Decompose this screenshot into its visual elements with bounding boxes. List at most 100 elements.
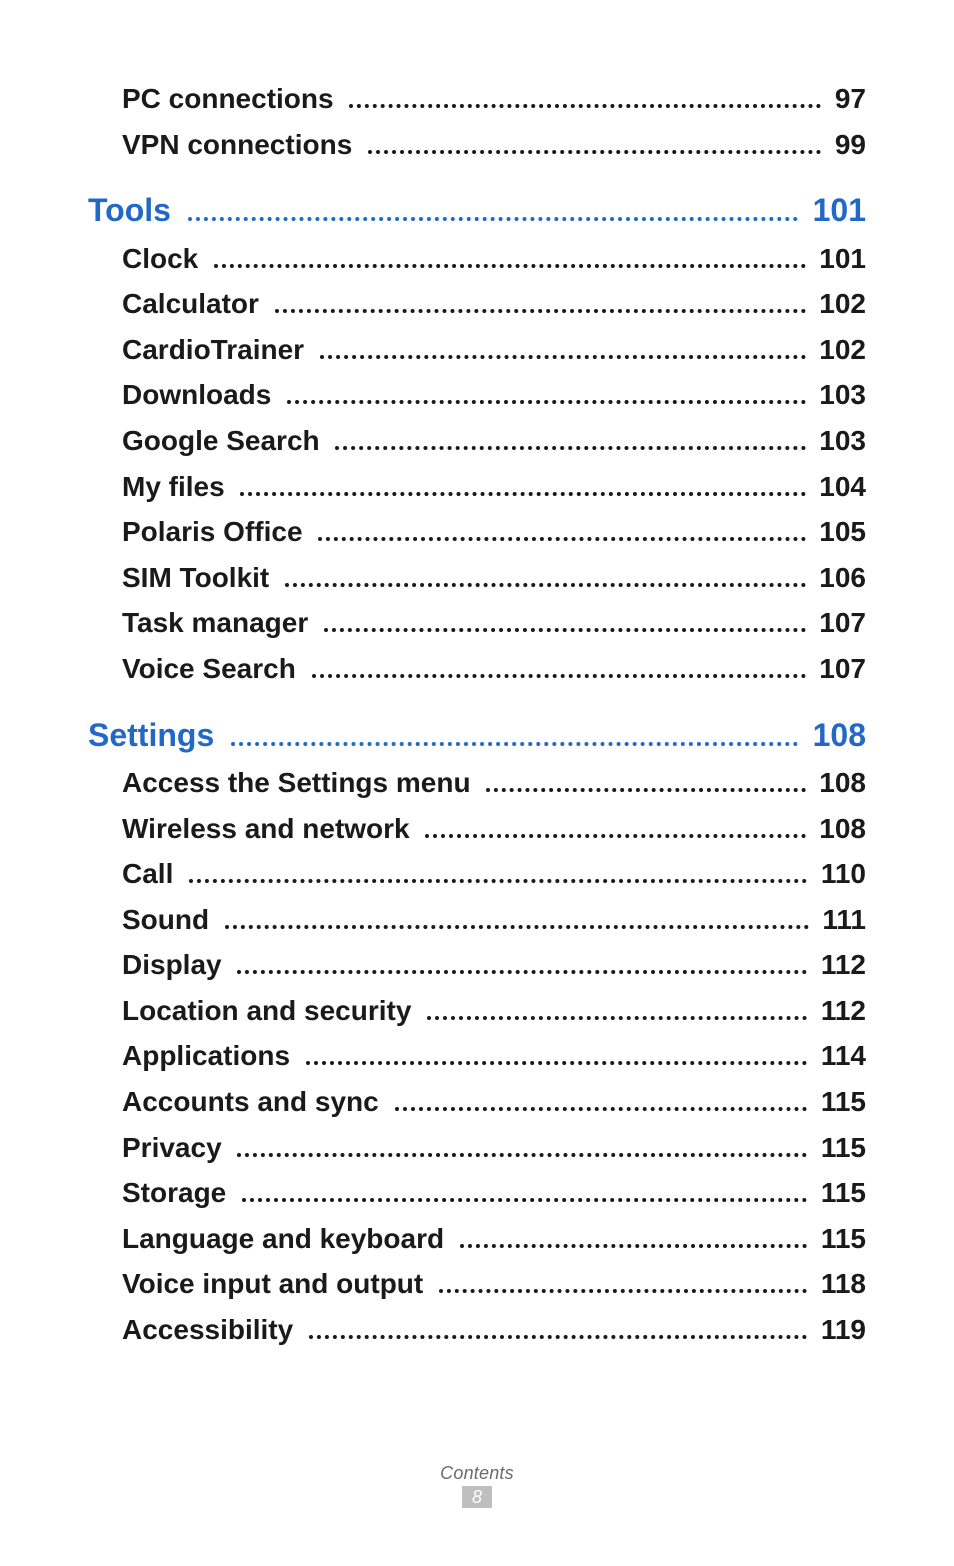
toc-entry-page: 112: [813, 948, 866, 982]
toc-subitem[interactable]: Downloads 103: [88, 378, 866, 412]
toc-subitem[interactable]: Google Search 103: [88, 424, 866, 458]
toc-entry-label: PC connections: [122, 82, 341, 116]
toc-subitem[interactable]: CardioTrainer 102: [88, 333, 866, 367]
toc-entry-label: Clock: [122, 242, 206, 276]
page-footer: Contents 8: [0, 1463, 954, 1508]
toc-entry-label: Accessibility: [122, 1313, 301, 1347]
toc-subitem[interactable]: Privacy 115: [88, 1131, 866, 1165]
toc-entry-label: Downloads: [122, 378, 279, 412]
toc-section[interactable]: Tools 101: [88, 191, 866, 229]
toc-leader-dots: [214, 247, 805, 267]
toc-entry-page: 107: [812, 652, 867, 686]
toc-subitem[interactable]: Wireless and network 108: [88, 812, 866, 846]
toc-subitem[interactable]: Sound 111: [88, 903, 866, 937]
toc-entry-page: 102: [812, 287, 867, 321]
toc-entry-page: 108: [812, 812, 867, 846]
toc-leader-dots: [312, 658, 806, 678]
toc-subitem[interactable]: Call 110: [88, 857, 866, 891]
toc-subitem[interactable]: Access the Settings menu 108: [88, 766, 866, 800]
toc-entry-label: VPN connections: [122, 128, 360, 162]
toc-subitem[interactable]: Accounts and sync 115: [88, 1085, 866, 1119]
toc-leader-dots: [439, 1273, 807, 1293]
toc-entry-page: 97: [827, 82, 866, 116]
toc-entry-page: 105: [812, 515, 867, 549]
toc-entry-page: 99: [827, 128, 866, 162]
toc-subitem[interactable]: Display 112: [88, 948, 866, 982]
toc-entry-label: Tools: [88, 191, 180, 229]
toc-entry-label: Voice Search: [122, 652, 304, 686]
toc-entry-label: Location and security: [122, 994, 419, 1028]
toc-entry-label: Call: [122, 857, 181, 891]
toc-leader-dots: [237, 1137, 807, 1157]
toc-subitem[interactable]: Language and keyboard 115: [88, 1222, 866, 1256]
toc-leader-dots: [318, 521, 805, 541]
toc-leader-dots: [309, 1319, 807, 1339]
toc-subitem[interactable]: Location and security 112: [88, 994, 866, 1028]
toc-leader-dots: [427, 1000, 807, 1020]
toc-subitem[interactable]: Accessibility 119: [88, 1313, 866, 1347]
toc-subitem[interactable]: Clock 101: [88, 242, 866, 276]
toc-subitem[interactable]: Task manager 107: [88, 606, 866, 640]
toc-entry-label: My files: [122, 470, 232, 504]
toc-leader-dots: [231, 722, 798, 745]
toc-entry-page: 115: [813, 1222, 866, 1256]
footer-section-label: Contents: [0, 1463, 954, 1484]
toc-leader-dots: [324, 612, 805, 632]
toc-subitem[interactable]: Applications 114: [88, 1039, 866, 1073]
toc-leader-dots: [240, 475, 805, 495]
toc-entry-page: 103: [812, 424, 867, 458]
toc-entry-page: 115: [813, 1176, 866, 1210]
toc-leader-dots: [349, 88, 821, 108]
toc-subitem[interactable]: SIM Toolkit 106: [88, 561, 866, 595]
toc-entry-page: 103: [812, 378, 867, 412]
toc-entry-page: 112: [813, 994, 866, 1028]
toc-section[interactable]: Settings 108: [88, 716, 866, 754]
toc-leader-dots: [425, 817, 805, 837]
toc-entry-label: Voice input and output: [122, 1267, 431, 1301]
toc-entry-page: 119: [813, 1313, 866, 1347]
toc-leader-dots: [189, 863, 807, 883]
toc-leader-dots: [335, 430, 805, 450]
toc-subitem[interactable]: Storage 115: [88, 1176, 866, 1210]
toc-subitem[interactable]: Voice Search 107: [88, 652, 866, 686]
toc-entry-label: Calculator: [122, 287, 267, 321]
toc-entry-label: Display: [122, 948, 229, 982]
toc-leader-dots: [188, 198, 798, 221]
footer-page-number: 8: [462, 1486, 492, 1508]
toc-subitem[interactable]: My files 104: [88, 470, 866, 504]
toc-entry-page: 101: [812, 242, 867, 276]
toc-subitem[interactable]: PC connections 97: [88, 82, 866, 116]
toc-entry-label: Applications: [122, 1039, 298, 1073]
toc-subitem[interactable]: Voice input and output 118: [88, 1267, 866, 1301]
toc-leader-dots: [368, 133, 821, 153]
toc-entry-page: 115: [813, 1085, 866, 1119]
toc-subitem[interactable]: Calculator 102: [88, 287, 866, 321]
toc-entry-label: Accounts and sync: [122, 1085, 387, 1119]
toc-subitem[interactable]: Polaris Office 105: [88, 515, 866, 549]
toc-entry-label: Google Search: [122, 424, 327, 458]
toc-leader-dots: [460, 1228, 807, 1248]
toc-entry-label: Polaris Office: [122, 515, 310, 549]
page: PC connections 97 VPN connections 99 Tools…: [0, 0, 954, 1566]
toc-entry-label: Privacy: [122, 1131, 229, 1165]
toc-entry-page: 110: [813, 857, 866, 891]
footer-number-wrap: 8: [0, 1486, 954, 1508]
toc-entry-label: Wireless and network: [122, 812, 417, 846]
toc-entry-page: 108: [804, 716, 866, 754]
toc-leader-dots: [285, 567, 805, 587]
toc-leader-dots: [306, 1045, 807, 1065]
toc-leader-dots: [486, 772, 805, 792]
toc-leader-dots: [242, 1182, 807, 1202]
toc-entry-label: Access the Settings menu: [122, 766, 478, 800]
toc-entry-page: 118: [813, 1267, 866, 1301]
toc-subitem[interactable]: VPN connections 99: [88, 128, 866, 162]
toc-entry-label: Task manager: [122, 606, 316, 640]
toc-entry-page: 107: [812, 606, 867, 640]
toc-entry-label: CardioTrainer: [122, 333, 312, 367]
toc-entry-label: Sound: [122, 903, 217, 937]
toc-entry-page: 101: [804, 191, 866, 229]
toc-entry-label: SIM Toolkit: [122, 561, 277, 595]
toc-entry-page: 106: [812, 561, 867, 595]
toc: PC connections 97 VPN connections 99 Tools…: [88, 82, 866, 1347]
toc-entry-page: 104: [812, 470, 867, 504]
